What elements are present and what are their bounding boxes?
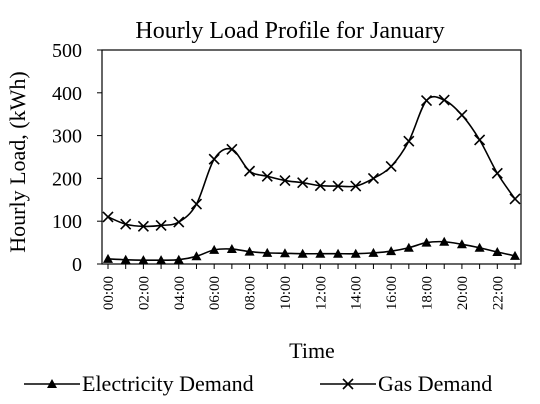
x-marker	[367, 172, 380, 184]
x-marker	[314, 180, 326, 192]
x-tick-label: 20:00	[455, 276, 471, 310]
x-marker	[350, 180, 362, 192]
x-marker	[155, 219, 167, 232]
y-tick-label: 100	[52, 211, 82, 233]
x-marker	[190, 198, 203, 210]
legend: Electricity Demand Gas Demand	[24, 371, 492, 396]
chart-title: Hourly Load Profile for January	[135, 18, 444, 44]
x-tick-label: 08:00	[243, 276, 259, 310]
x-marker	[385, 160, 397, 172]
legend-item: Electricity Demand	[24, 371, 254, 396]
triangle-marker	[474, 242, 485, 252]
legend-label: Electricity Demand	[82, 371, 254, 396]
triangle-marker	[386, 246, 397, 256]
x-tick-label: 18:00	[420, 276, 436, 310]
triangle-marker	[103, 253, 113, 263]
y-tick-label: 0	[72, 254, 82, 276]
x-tick-label: 06:00	[207, 276, 223, 310]
triangle-marker	[226, 244, 237, 254]
x-axis-label: Time	[289, 338, 335, 363]
x-tick-label: 12:00	[313, 276, 329, 310]
x-tick-label: 22:00	[490, 276, 506, 310]
x-tick-label: 00:00	[101, 276, 117, 310]
x-marker	[438, 94, 450, 106]
x-marker	[332, 180, 344, 192]
triangle-marker	[492, 247, 503, 257]
triangle-marker	[439, 236, 450, 246]
y-axis: 0 100 200 300 400 500	[52, 40, 102, 276]
y-tick-label: 500	[52, 40, 82, 62]
triangle-marker	[333, 248, 344, 258]
triangle-marker	[191, 251, 202, 261]
x-marker	[208, 153, 220, 165]
triangle-marker	[350, 248, 361, 258]
series-gas-demand	[102, 94, 521, 232]
triangle-marker	[244, 246, 255, 256]
triangle-marker	[209, 244, 220, 254]
triangle-marker	[120, 254, 131, 264]
x-marker	[403, 135, 415, 147]
x-tick-label: 04:00	[172, 276, 188, 310]
triangle-marker	[421, 237, 432, 247]
triangle-marker	[297, 248, 308, 258]
triangle-marker	[279, 248, 290, 258]
x-marker	[226, 143, 238, 155]
triangle-marker	[510, 250, 520, 260]
y-tick-label: 400	[52, 83, 82, 105]
triangle-marker	[456, 239, 467, 249]
x-marker	[297, 177, 309, 189]
y-tick-label: 300	[52, 126, 82, 148]
triangle-marker	[138, 255, 149, 265]
plot-frame	[101, 49, 522, 265]
triangle-marker	[156, 255, 167, 265]
x-marker	[279, 174, 291, 187]
x-tick-label: 02:00	[136, 276, 152, 310]
x-marker	[243, 165, 256, 177]
x-marker	[120, 218, 132, 230]
x-marker	[474, 134, 486, 146]
x-marker	[137, 220, 149, 232]
x-marker	[491, 167, 503, 179]
series-layer	[102, 94, 521, 265]
triangle-marker	[403, 242, 414, 252]
legend-item: Gas Demand	[320, 371, 492, 396]
x-marker	[456, 109, 468, 121]
series-line	[107, 240, 516, 262]
y-tick-label: 200	[52, 168, 82, 190]
triangle-marker	[315, 248, 326, 258]
triangle-marker	[47, 379, 57, 388]
triangle-marker	[368, 247, 379, 257]
x-axis: 00:00 02:00 04:00 06:00 08:00 10:00 12:00 14:00…	[101, 264, 516, 310]
x-marker	[509, 193, 521, 205]
x-marker	[261, 170, 273, 182]
x-tick-label: 14:00	[349, 276, 365, 310]
legend-label: Gas Demand	[378, 371, 492, 396]
triangle-marker	[173, 254, 184, 264]
x-marker	[342, 378, 354, 390]
x-marker	[102, 211, 114, 223]
x-marker	[420, 94, 433, 107]
x-tick-label: 10:00	[278, 276, 294, 310]
series-electricity-demand	[103, 236, 520, 265]
y-axis-label: Hourly Load, (kWh)	[5, 71, 30, 252]
triangle-marker	[262, 247, 273, 257]
series-line	[107, 95, 516, 228]
x-tick-label: 16:00	[384, 276, 400, 310]
x-marker	[173, 216, 185, 228]
